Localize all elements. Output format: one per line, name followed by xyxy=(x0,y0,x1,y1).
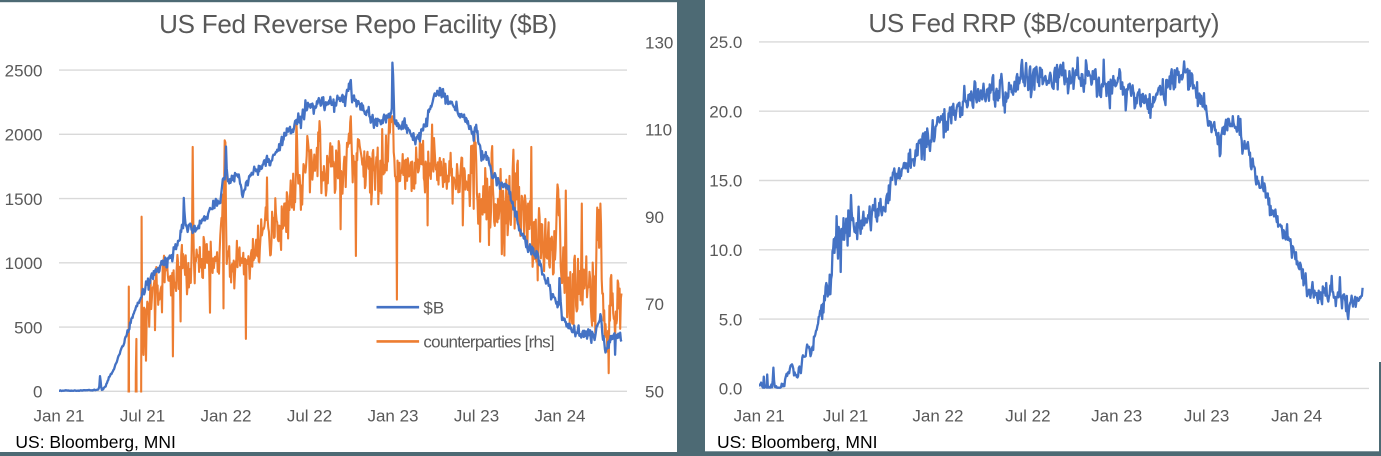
svg-text:20.0: 20.0 xyxy=(709,102,742,121)
svg-text:Jan 21: Jan 21 xyxy=(33,407,84,426)
svg-text:US: Bloomberg, MNI: US: Bloomberg, MNI xyxy=(15,432,175,452)
svg-text:Jul 22: Jul 22 xyxy=(1005,407,1050,426)
svg-text:0: 0 xyxy=(33,383,42,402)
svg-text:110: 110 xyxy=(645,121,672,140)
svg-text:90: 90 xyxy=(645,208,664,227)
svg-text:US Fed Reverse Repo Facility (: US Fed Reverse Repo Facility ($B) xyxy=(159,9,557,39)
svg-text:130: 130 xyxy=(645,33,673,52)
svg-text:Jan 23: Jan 23 xyxy=(1091,407,1142,426)
svg-text:0.0: 0.0 xyxy=(719,380,743,399)
svg-text:Jan 22: Jan 22 xyxy=(200,407,251,426)
svg-text:5.0: 5.0 xyxy=(719,310,743,329)
svg-text:1500: 1500 xyxy=(5,190,43,209)
svg-text:15.0: 15.0 xyxy=(709,172,742,191)
svg-text:Jan 21: Jan 21 xyxy=(734,407,785,426)
svg-text:US Fed RRP ($B/counterparty): US Fed RRP ($B/counterparty) xyxy=(868,8,1219,38)
svg-text:500: 500 xyxy=(14,318,42,337)
svg-text:25.0: 25.0 xyxy=(709,33,742,52)
svg-text:2000: 2000 xyxy=(5,126,43,145)
svg-text:Jul 21: Jul 21 xyxy=(823,407,868,426)
svg-text:$B: $B xyxy=(423,298,444,317)
svg-text:Jul 23: Jul 23 xyxy=(454,407,499,426)
svg-text:70: 70 xyxy=(645,295,664,314)
svg-text:Jan 24: Jan 24 xyxy=(534,407,585,426)
svg-text:US: Bloomberg, MNI: US: Bloomberg, MNI xyxy=(717,432,877,452)
svg-text:50: 50 xyxy=(645,383,664,402)
svg-text:Jan 22: Jan 22 xyxy=(912,407,963,426)
svg-text:Jul 22: Jul 22 xyxy=(287,407,332,426)
svg-text:1000: 1000 xyxy=(5,254,43,273)
svg-text:Jul 21: Jul 21 xyxy=(120,407,165,426)
svg-text:2500: 2500 xyxy=(5,61,43,80)
svg-text:counterparties [rhs]: counterparties [rhs] xyxy=(423,333,554,352)
svg-text:Jan 23: Jan 23 xyxy=(367,407,418,426)
svg-text:10.0: 10.0 xyxy=(709,241,742,260)
svg-text:Jan 24: Jan 24 xyxy=(1271,407,1322,426)
svg-text:Jul 23: Jul 23 xyxy=(1184,407,1229,426)
